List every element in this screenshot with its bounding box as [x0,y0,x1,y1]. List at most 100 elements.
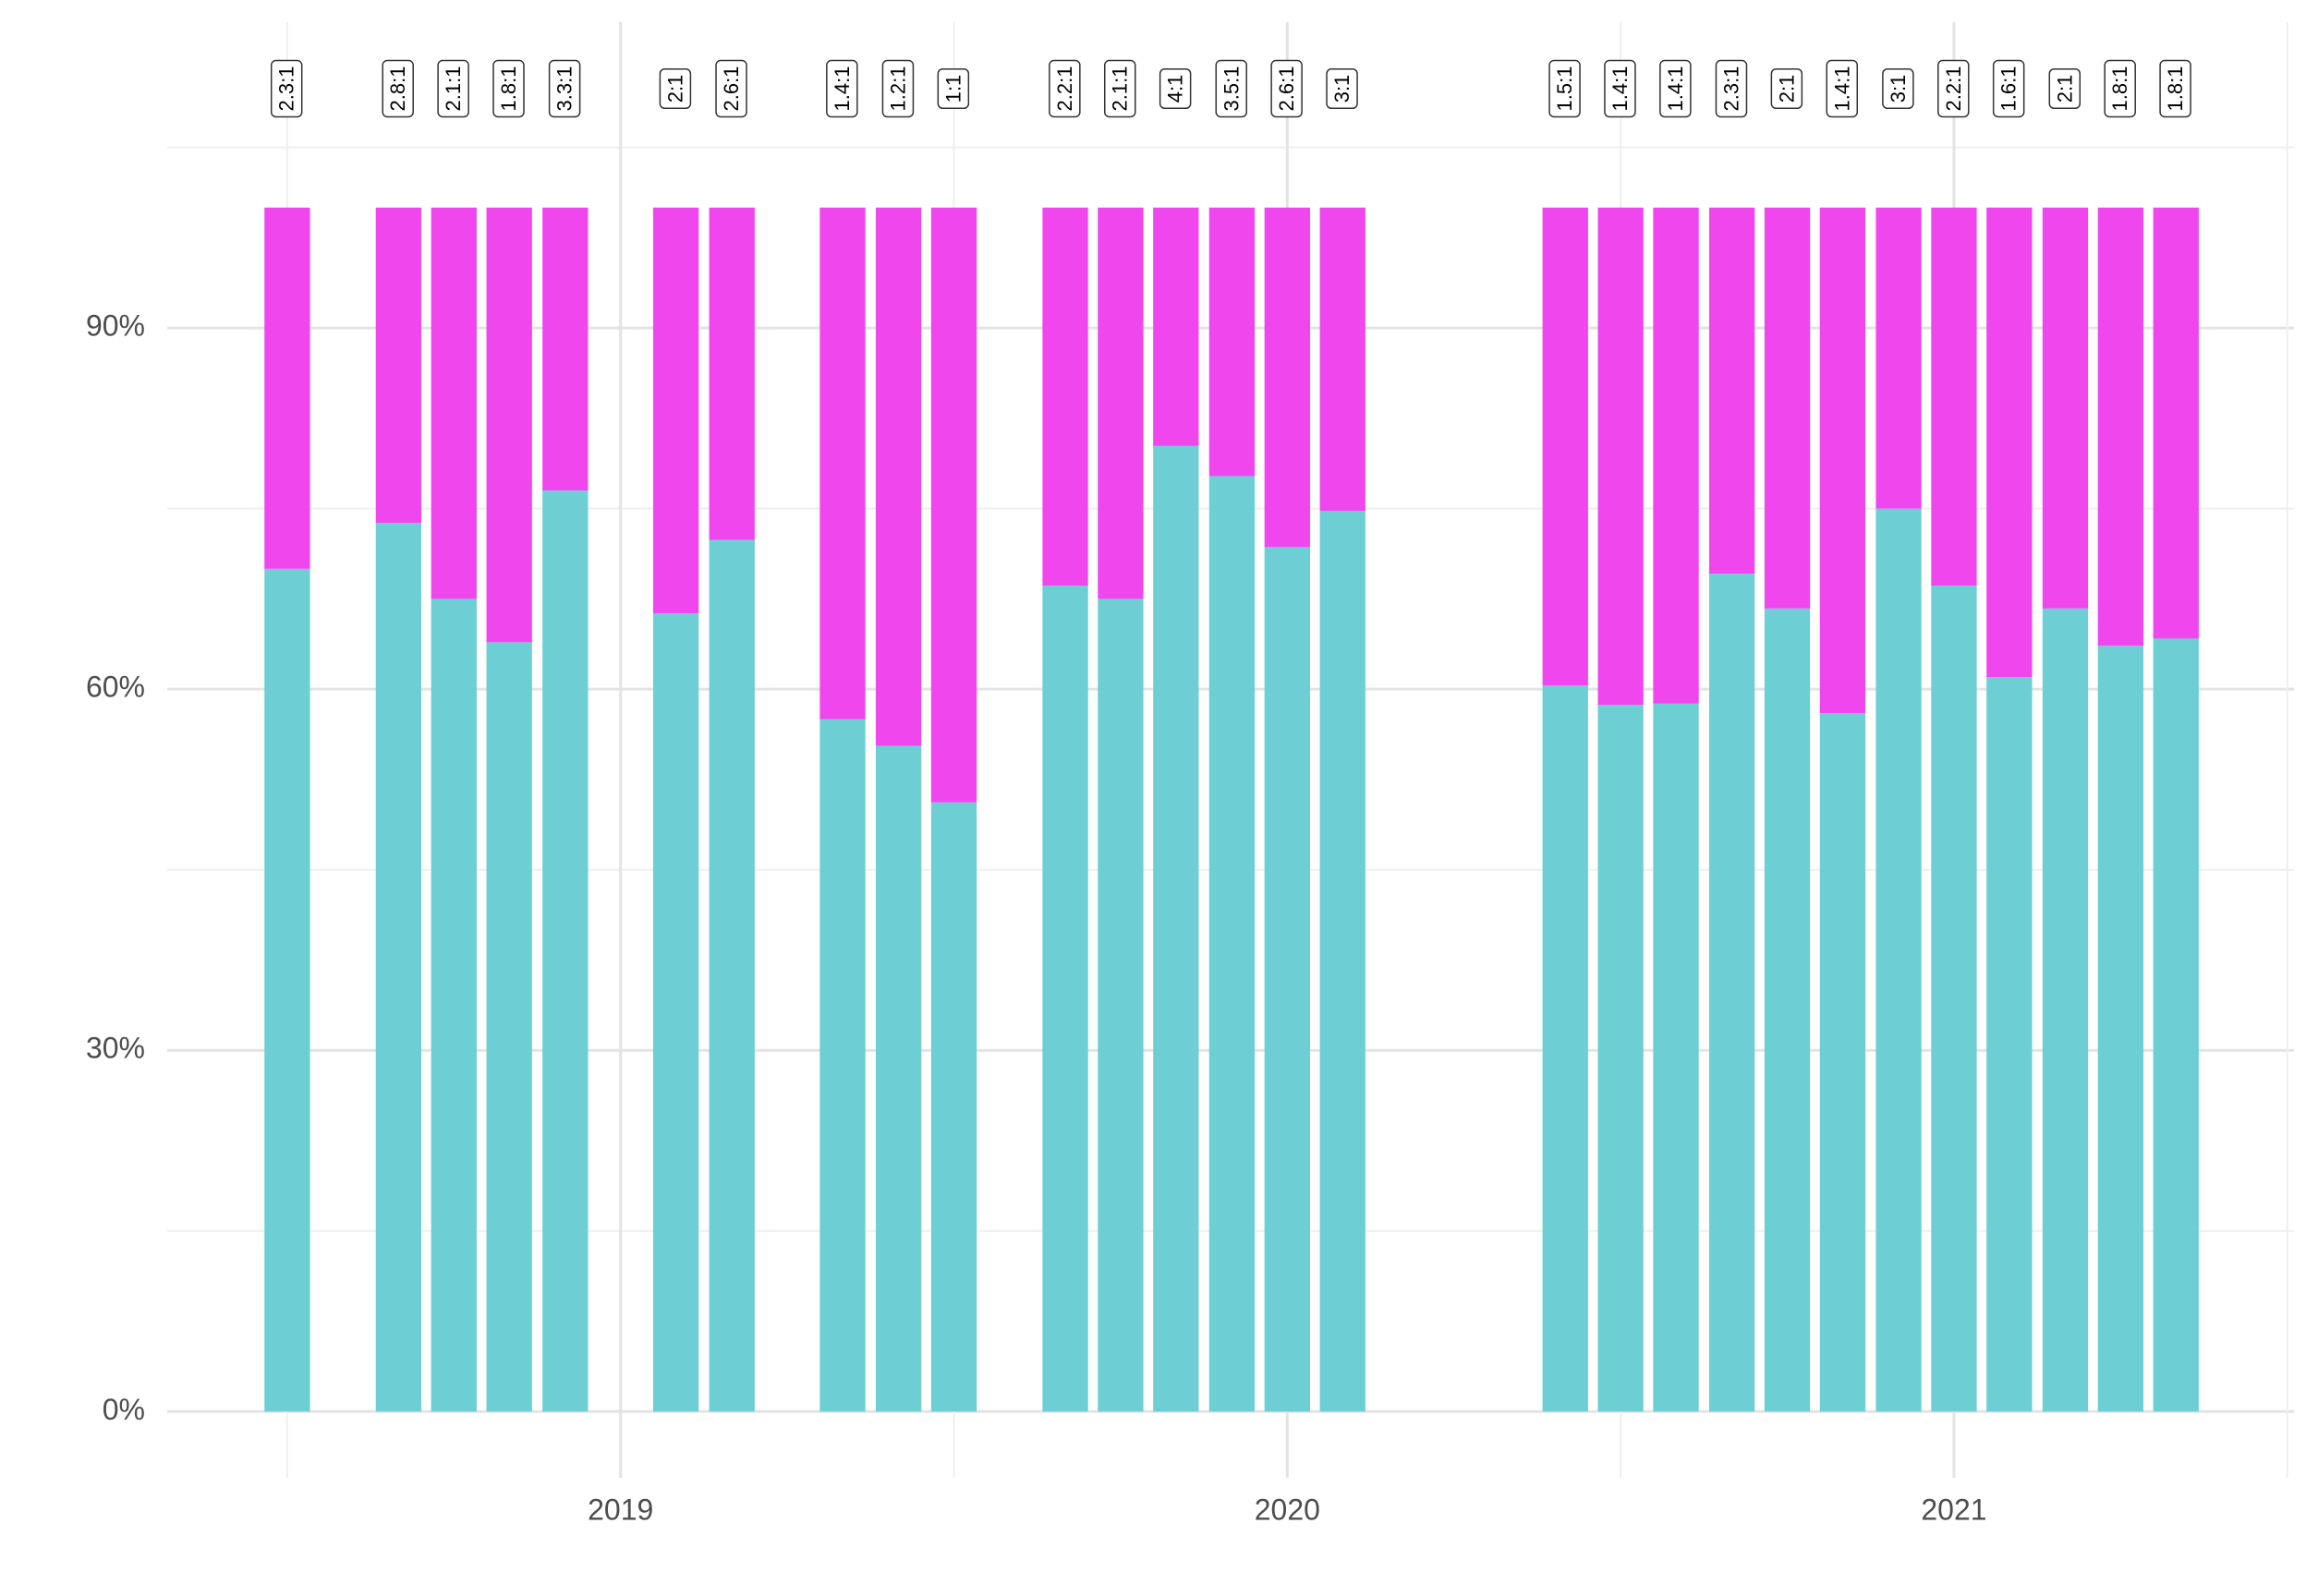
ratio-label: 3.3:1 [548,59,581,118]
ratio-label-box [881,59,915,118]
bar-segment [1986,207,2033,678]
bar-segment [431,207,477,599]
bar-segment [2153,207,2199,639]
ratio-label-box [1770,67,1803,110]
ratio-label: 2.3:1 [270,59,303,118]
ratio-label-text: 2.6:1 [1275,66,1298,112]
bar-segment [1709,207,1755,574]
ratio-label-text: 1.6:1 [1997,66,2021,112]
bar-segment [1042,207,1088,586]
x-tick-label: 2020 [1255,1493,1320,1526]
bar-segment [1153,445,1199,1412]
bar-segment [1931,586,1977,1412]
ratio-label-box [1882,67,1914,110]
bars [264,207,2199,1412]
ratio-label-text: 2.3:1 [275,66,298,112]
bar-segment [1542,207,1588,686]
bar-segment [1098,598,1144,1412]
ratio-label: 2.2:1 [1937,59,1970,118]
bar-segment [819,207,866,719]
ratio-label-box [1326,67,1358,110]
bar-segment [875,207,922,746]
ratio-label: 2.1:1 [1103,59,1136,118]
ratio-label-text: 1.8:1 [2108,66,2131,112]
ratio-label-box [437,59,469,118]
ratio-label: 1.4:1 [826,59,858,118]
bar-segment [1709,574,1755,1412]
ratio-label-text: 2.2:1 [1053,66,1076,112]
bar-segment [930,207,977,803]
bar-segment [1042,586,1088,1412]
ratio-label-box [1270,59,1303,118]
y-tick-label: 90% [86,309,145,343]
ratio-label-box [2104,59,2136,118]
bar-segment [1819,207,1866,714]
bar-segment [709,539,755,1412]
ratio-label-box [1826,59,1859,118]
bar-segment [264,568,310,1412]
ratio-label-box [715,59,747,118]
ratio-label-text: 3.3:1 [553,66,576,112]
ratio-label-box [270,59,303,118]
ratio-label: 2.6:1 [715,59,747,118]
bar-segment [375,207,422,524]
ratio-label: 2:1 [2048,67,2081,110]
bar-segment [431,598,477,1412]
x-tick-label: 2019 [588,1493,653,1526]
x-tick-label: 2021 [1921,1493,1986,1526]
ratio-label-text: 2:1 [663,75,686,103]
ratio-label: 1.4:1 [1826,59,1859,118]
ratio-label: 2.2:1 [1049,59,1081,118]
bar-segment [1264,547,1310,1412]
ratio-label-text: 1.5:1 [1553,66,1576,112]
bar-segment [542,207,589,491]
bar-segment [1875,207,1922,509]
ratio-label-text: 1.4:1 [1664,66,1687,112]
bar-segment [875,745,922,1412]
ratio-label-box [1103,59,1136,118]
ratio-labels: 2.3:1 2.8:1 2.1:1 1.8:1 3.3:1 2:1 2.6:1 1.4:1 1.… [270,59,2191,118]
ratio-label-box [2048,67,2081,110]
ratio-label-text: 1.8:1 [2164,66,2187,112]
bar-segment [2042,608,2089,1412]
bar-segment [1319,207,1365,512]
y-tick-label: 0% [103,1393,145,1426]
ratio-label-box [1159,67,1192,110]
ratio-label: 1.4:1 [1659,59,1692,118]
ratio-label-box [1049,59,1081,118]
bar-segment [2097,207,2144,647]
bar-segment [1319,511,1365,1412]
ratio-label: 1.5:1 [1548,59,1581,118]
ratio-label-text: 2.2:1 [1942,66,1965,112]
bar-segment [1208,476,1256,1412]
bar-segment [1764,608,1811,1412]
bar-segment [1764,207,1811,609]
ratio-label-text: 1.2:1 [886,66,909,112]
bar-segment [375,523,422,1412]
bar-segment [1597,207,1644,706]
ratio-label-box [1548,59,1581,118]
bar-segment [2153,638,2199,1412]
ratio-label-box [659,67,692,110]
ratio-label-box [548,59,581,118]
ratio-label-text: 2.8:1 [386,66,409,112]
bar-segment [1153,207,1199,446]
ratio-label-text: 1:1 [941,75,965,103]
ratio-label-box [1715,59,1748,118]
y-tick-label: 60% [86,671,145,704]
ratio-label: 1.4:1 [1604,59,1636,118]
bar-segment [652,613,699,1412]
bar-segment [1653,207,1699,704]
ratio-label-text: 1.4:1 [831,66,854,112]
bar-segment [1098,207,1144,599]
ratio-label: 1.8:1 [2104,59,2136,118]
ratio-label: 2:1 [659,67,692,110]
bar-segment [486,207,532,643]
ratio-label: 2.3:1 [1715,59,1748,118]
bar-segment [1542,685,1588,1412]
ratio-label: 2.6:1 [1270,59,1303,118]
ratio-label: 2.1:1 [437,59,469,118]
ratio-label-text: 2.1:1 [1109,66,1132,112]
ratio-label-text: 1.8:1 [497,66,520,112]
